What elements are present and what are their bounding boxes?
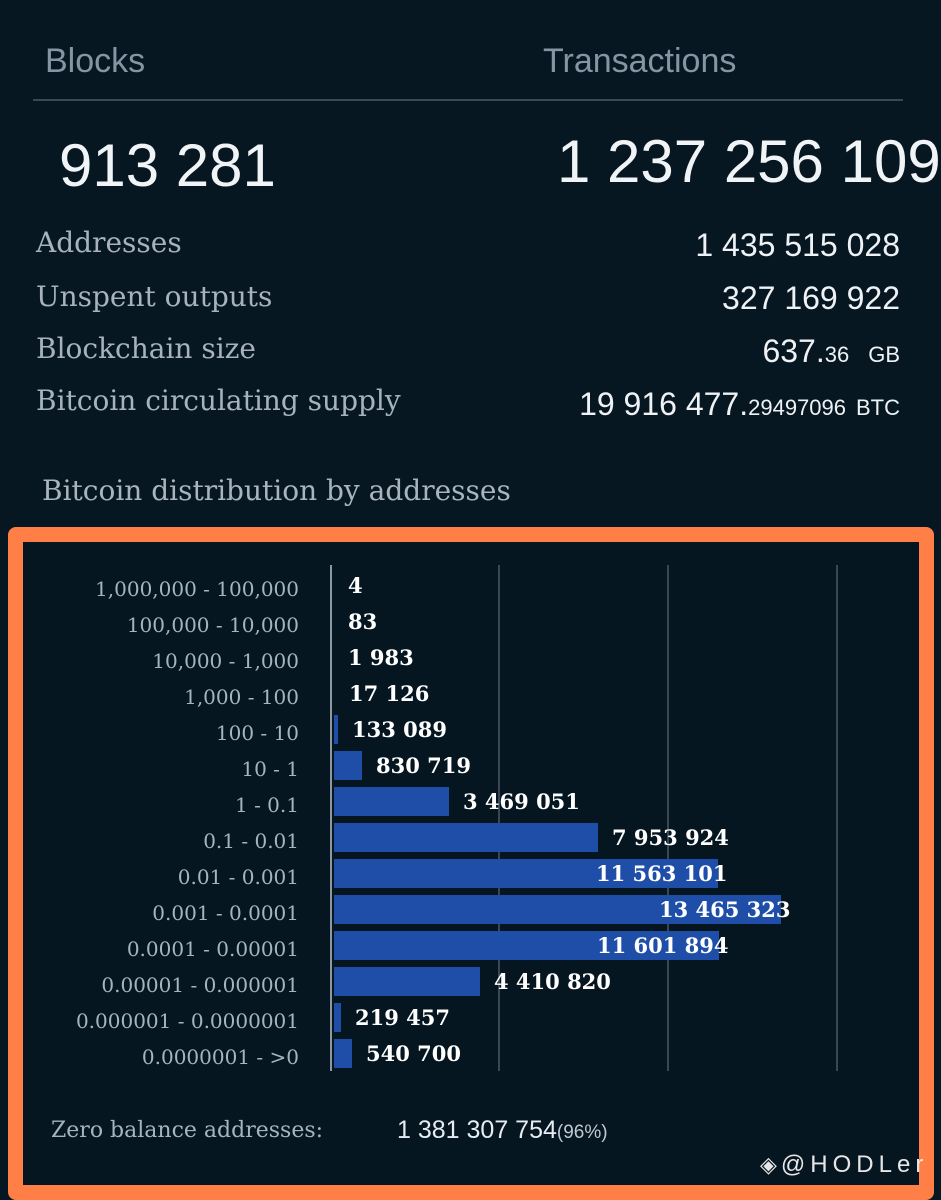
category-label: 0.1 - 0.01: [203, 829, 299, 853]
bar: [334, 1003, 341, 1032]
zero-balance-number: 1 381 307 754: [397, 1116, 557, 1144]
bar-value-label: 17 126: [349, 681, 430, 706]
bar: [334, 1039, 352, 1068]
watermark: ◈ @HODLer: [760, 1151, 928, 1179]
stat-supply-value: 19 916 477.29497096 BTC: [579, 386, 900, 423]
stat-size-unit: GB: [868, 342, 900, 367]
stat-supply-decimals: 29497096: [748, 395, 846, 420]
bar: [334, 931, 719, 960]
distribution-title: Bitcoin distribution by addresses: [42, 474, 511, 507]
stat-utxo-number: 327 169 922: [722, 280, 900, 316]
category-label: 0.01 - 0.001: [177, 865, 299, 889]
category-label: 0.000001 - 0.0000001: [75, 1009, 299, 1033]
blocks-header: Blocks: [45, 42, 146, 80]
bar-value-label: 13 465 323: [659, 897, 791, 922]
category-label: 1,000,000 - 100,000: [95, 577, 299, 601]
bar-value-label: 7 953 924: [612, 825, 729, 850]
bar-value-label: 83: [348, 609, 378, 634]
gridline: [836, 565, 838, 1071]
bar: [334, 787, 449, 816]
category-label: 100 - 10: [215, 721, 299, 745]
stat-utxo-label: Unspent outputs: [36, 280, 273, 313]
stat-size-number: 637.: [762, 333, 825, 369]
category-label: 10,000 - 1,000: [152, 649, 299, 673]
gridline: [498, 565, 500, 1071]
gridline: [667, 565, 669, 1071]
category-label: 100,000 - 10,000: [126, 613, 299, 637]
bar-value-label: 3 469 051: [463, 789, 580, 814]
bar: [334, 751, 362, 780]
bar-value-label: 4 410 820: [494, 969, 611, 994]
watermark-text: @HODLer: [780, 1151, 929, 1178]
transactions-header: Transactions: [543, 42, 737, 80]
bar: [334, 715, 338, 744]
header-divider: [33, 99, 903, 101]
stat-supply-label: Bitcoin circulating supply: [36, 384, 401, 417]
transactions-count: 1 237 256 109: [557, 128, 941, 195]
stat-supply-number: 19 916 477.: [579, 386, 749, 422]
bar-value-label: 219 457: [355, 1005, 450, 1030]
stat-size-label: Blockchain size: [36, 332, 256, 365]
category-label: 10 - 1: [241, 757, 299, 781]
stat-addresses-label: Addresses: [36, 226, 182, 259]
bar-value-label: 11 563 101: [596, 861, 728, 886]
stat-utxo-value: 327 169 922: [722, 280, 900, 317]
category-label: 0.0001 - 0.00001: [126, 937, 299, 961]
stat-addresses-value: 1 435 515 028: [695, 227, 900, 264]
bar: [334, 859, 718, 888]
zero-balance-label: Zero balance addresses:: [51, 1118, 324, 1143]
binance-square-icon: ◈: [760, 1152, 777, 1177]
bar-value-label: 830 719: [376, 753, 471, 778]
bar-value-label: 133 089: [352, 717, 447, 742]
category-label: 0.0000001 - >0: [141, 1045, 299, 1069]
bar-value-label: 1 983: [348, 645, 414, 670]
blocks-count: 913 281: [59, 132, 276, 199]
stat-size-decimals: 36: [824, 342, 850, 367]
bar: [334, 967, 480, 996]
category-label: 0.001 - 0.0001: [152, 901, 299, 925]
category-label: 0.00001 - 0.000001: [101, 973, 299, 997]
bar-value-label: 4: [348, 573, 363, 598]
stat-supply-unit: BTC: [856, 395, 900, 420]
bar-value-label: 11 601 894: [597, 933, 729, 958]
zero-balance-value: 1 381 307 754(96%): [397, 1116, 608, 1145]
bar: [334, 895, 781, 924]
bar: [334, 823, 598, 852]
stat-size-value: 637.36 GB: [762, 333, 900, 370]
chart-axis: [330, 565, 332, 1071]
category-label: 1,000 - 100: [184, 685, 299, 709]
stat-addresses-number: 1 435 515 028: [695, 227, 900, 263]
zero-balance-percent: (96%): [556, 1122, 608, 1143]
category-label: 1 - 0.1: [234, 793, 299, 817]
bar-value-label: 540 700: [366, 1041, 461, 1066]
